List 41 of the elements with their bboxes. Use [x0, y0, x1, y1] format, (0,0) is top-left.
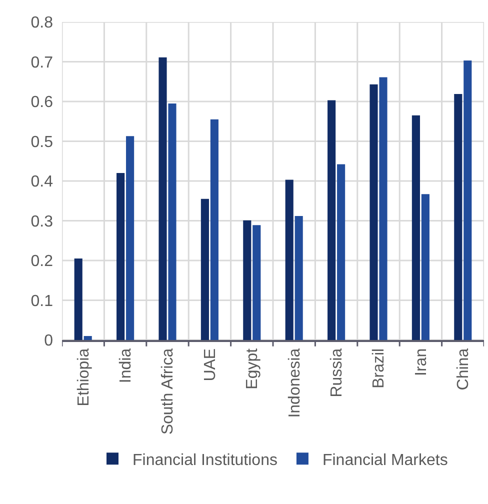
y-tick-label: 0.7 [30, 54, 54, 72]
x-tick-label: China [455, 348, 472, 390]
y-tick-label: 0 [44, 332, 54, 350]
y-tick-label: 0.3 [30, 213, 54, 230]
x-tick-label: Indonesia [286, 348, 304, 418]
legend-label: Financial Markets [322, 452, 448, 469]
bar [252, 225, 261, 340]
x-tick-label: UAE [202, 348, 219, 382]
bar [370, 84, 378, 340]
bar [158, 57, 167, 340]
bar [328, 100, 336, 340]
bar [200, 198, 209, 340]
legend-label: Financial Institutions [132, 452, 278, 469]
bar [454, 94, 462, 340]
bar [379, 77, 388, 340]
x-tick-label: South Africa [160, 348, 177, 435]
y-tick-label: 0.8 [30, 14, 54, 32]
bar [243, 220, 252, 340]
bar [412, 115, 420, 340]
y-tick-label: 0.2 [30, 253, 54, 270]
bar [421, 194, 430, 340]
x-tick-label: Brazil [370, 348, 388, 388]
x-tick-label: Iran [412, 348, 430, 376]
x-tick-label: Egypt [244, 348, 262, 390]
y-tick-label: 0.4 [30, 174, 54, 191]
y-tick-label: 0.5 [30, 134, 54, 151]
bar [74, 258, 82, 340]
bar [126, 136, 134, 340]
bar [285, 180, 294, 340]
y-tick-label: 0.1 [30, 292, 54, 310]
bar [116, 173, 125, 340]
x-tick-label: Russia [328, 348, 346, 398]
bar [84, 336, 92, 340]
bar [168, 103, 176, 340]
y-tick-label: 0.6 [30, 94, 54, 112]
bar [337, 164, 346, 340]
bar [210, 119, 218, 340]
x-tick-label: India [118, 348, 134, 384]
x-tick-label: Ethiopia [75, 348, 92, 406]
bar [294, 216, 303, 340]
bar [464, 60, 472, 340]
